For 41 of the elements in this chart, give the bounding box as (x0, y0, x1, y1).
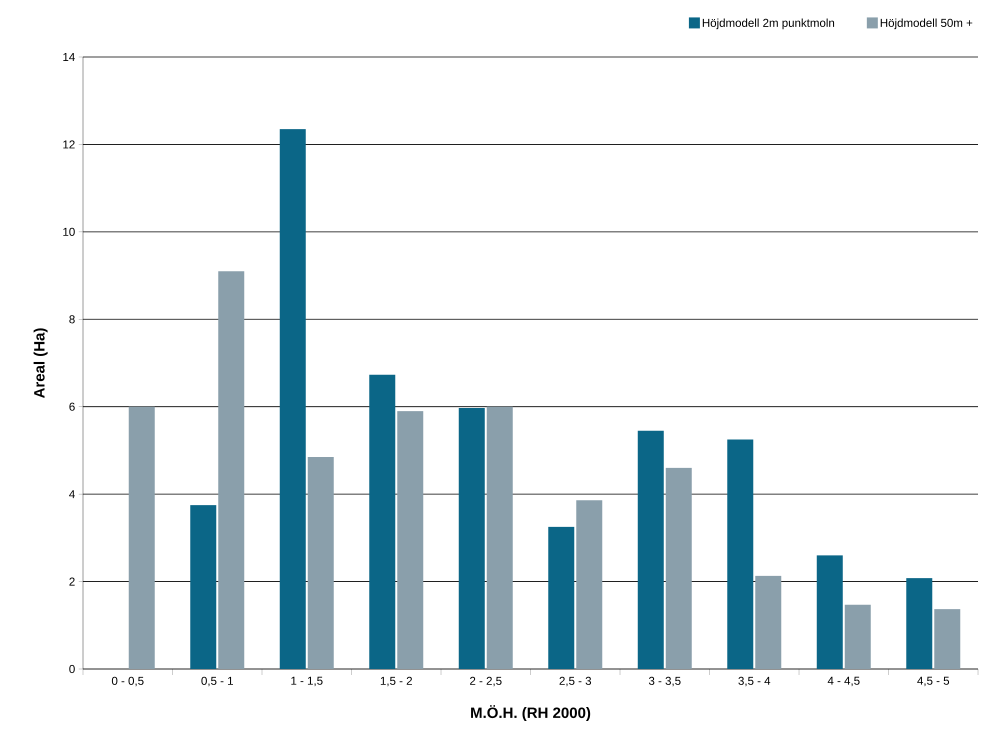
bar (190, 505, 216, 669)
bar (486, 406, 513, 669)
bar (308, 456, 334, 669)
bar (576, 500, 602, 669)
bar (638, 430, 664, 669)
bar (906, 578, 932, 669)
x-tick-label: 2,5 - 3 (560, 676, 592, 686)
bar (458, 408, 485, 669)
bar (816, 555, 843, 669)
y-tick-label: 8 (69, 315, 75, 324)
legend-label: Höjdmodell 50m + (880, 18, 972, 30)
x-tick-label: 0,5 - 1 (201, 676, 233, 686)
y-tick-label: 6 (69, 402, 75, 411)
bar (934, 609, 960, 669)
bar (548, 526, 574, 669)
legend-label: Höjdmodell 2m punktmoln (702, 18, 834, 30)
bar (218, 271, 244, 669)
y-tick-label: 12 (63, 140, 75, 148)
x-axis-title: M.Ö.H. (RH 2000) (471, 705, 590, 722)
x-tick-label: 3 - 3,5 (648, 676, 681, 686)
y-tick-label: 4 (69, 490, 75, 498)
y-tick-label: 2 (69, 578, 75, 586)
bar (844, 604, 871, 669)
x-tick-label: 4 - 4,5 (828, 676, 860, 686)
bar (727, 439, 754, 669)
y-axis-title: Areal (Ha) (34, 328, 48, 398)
x-tick-label: 1 - 1,5 (291, 676, 323, 686)
x-tick-label: 2 - 2,5 (470, 676, 502, 686)
x-tick-label: 4,5 - 5 (917, 676, 950, 686)
x-tick-label: 1,5 - 2 (380, 676, 412, 686)
bar (280, 129, 306, 669)
bar (397, 411, 424, 669)
x-tick-label: 0 - 0,5 (112, 676, 144, 686)
bar (369, 374, 396, 669)
bar (755, 576, 782, 669)
bar (666, 468, 692, 669)
y-tick-label: 14 (63, 53, 75, 61)
x-tick-label: 3,5 - 4 (738, 676, 770, 686)
y-tick-label: 10 (63, 228, 75, 236)
bar (128, 406, 155, 669)
y-tick-label: 0 (69, 664, 75, 674)
